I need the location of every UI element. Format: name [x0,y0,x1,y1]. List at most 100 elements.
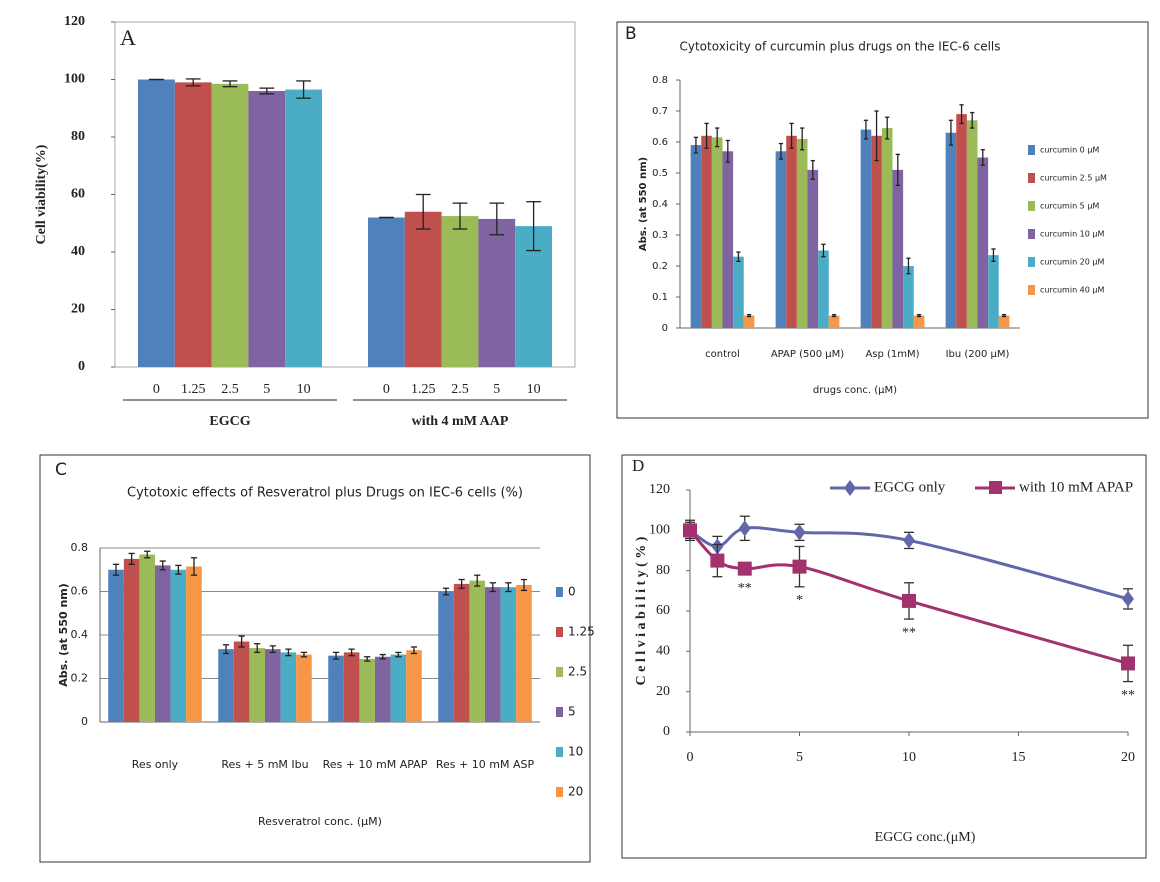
series-label: 2.5 [451,382,469,397]
annotation: * [796,593,803,608]
y-tick-label: 60 [656,603,670,618]
error-bar [704,122,709,149]
legend-label: curcumin 20 μM [1040,258,1104,267]
panel-label: A [120,25,136,50]
error-bar [395,651,402,658]
bar [775,151,787,328]
legend-swatch [556,787,563,797]
error-bar [415,193,431,230]
bar [123,558,140,722]
error-bar [789,122,794,149]
error-bar [379,653,386,660]
error-bar [725,139,730,163]
error-bar [980,149,985,166]
y-tick-label: 0 [663,724,670,739]
bar [998,315,1010,328]
bar [516,584,532,722]
bar [170,569,187,722]
error-bar [474,574,481,587]
annotation: ** [1121,688,1135,703]
panel-frame [621,454,1147,859]
error-bar [810,159,815,180]
bar [138,79,175,367]
error-bar [800,127,805,151]
bar [139,554,155,722]
y-tick-label: 100 [649,523,670,538]
legend-label: 10 [568,745,583,759]
y-tick-label: 0.5 [652,168,668,179]
error-bar [821,243,826,258]
marker [737,561,752,576]
y-tick-label: 0.7 [652,106,668,117]
bar [211,83,249,367]
annotation: ** [738,581,752,596]
y-tick-label: 60 [71,187,85,202]
error-bar [948,119,954,146]
legend-marker [844,480,856,496]
x-axis-label: EGCG conc.(μM) [875,830,976,845]
y-tick-label: 40 [71,244,85,259]
bar [956,114,967,328]
x-tick-label: Res + 10 mM ASP [436,758,535,771]
y-tick-label: 0.1 [652,292,668,303]
error-bar [526,201,541,252]
y-tick-label: 40 [656,644,670,659]
y-tick-label: 120 [64,14,85,29]
legend-label: 0 [568,585,576,599]
y-axis-label: C e l l v i a b i l i t y ( % ) [634,536,649,685]
bar [296,654,312,722]
y-tick-label: 0.2 [71,672,89,685]
bar [343,652,360,722]
x-tick-label: 15 [1012,750,1026,765]
y-tick-label: 120 [649,482,670,497]
x-tick-label: EGCG [209,414,250,429]
marker [710,553,725,568]
x-tick-label: 0 [687,750,694,765]
x-axis-label: drugs conc. (μM) [813,385,897,396]
bar [441,216,479,367]
bar [892,169,904,328]
error-bar [364,656,371,662]
error-bar [991,248,996,263]
error-bar [442,587,450,596]
bar [988,255,999,328]
bar [453,583,470,722]
x-tick-label: Res + 10 mM APAP [323,758,428,771]
y-tick-label: 0 [78,359,85,374]
marker [738,520,751,537]
x-tick-label: APAP (500 μM) [771,349,844,360]
error-bar [332,651,340,660]
y-tick-label: 0 [81,715,88,728]
bar [438,591,454,722]
error-bar [112,563,120,576]
y-axis-label: Cell viability(%) [34,144,49,244]
error-bar [296,80,311,99]
bar [328,655,344,722]
panel-label: C [55,460,67,480]
legend-label: curcumin 5 μM [1040,202,1099,211]
error-bar [906,257,911,275]
bar [478,218,516,367]
error-bar [222,80,238,88]
bar [186,566,202,722]
legend-label: with 10 mM APAP [1019,479,1133,495]
bar [280,652,297,722]
bar [265,649,281,722]
bar [807,169,819,328]
legend-swatch [1028,173,1035,183]
bar [368,217,405,367]
bar [871,135,882,328]
y-tick-label: 0.8 [652,75,668,86]
error-bar [259,87,275,95]
bar [966,120,978,328]
error-bar [746,314,752,318]
error-bar [458,578,465,589]
marker [792,559,807,574]
y-tick-label: 100 [64,72,85,87]
marker [1122,590,1134,607]
x-tick-label: 20 [1121,750,1135,765]
error-bar [895,153,900,187]
chart-title: Cytotoxicity of curcumin plus drugs on t… [679,40,1000,54]
y-tick-label: 80 [656,563,670,578]
y-tick-label: 0.4 [71,628,89,641]
